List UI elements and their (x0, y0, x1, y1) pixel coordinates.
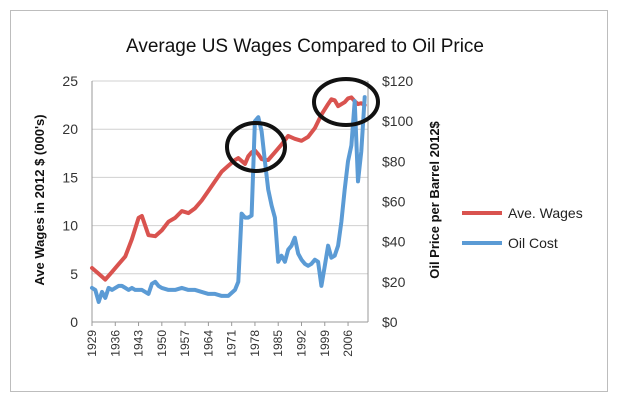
x-tick-label: 1950 (155, 330, 169, 357)
y2-axis-label: Oil Price per Barrel 2012$ (427, 120, 442, 278)
series-line-ave-wages (90, 95, 367, 282)
series-lines (90, 95, 367, 304)
legend: Ave. Wages Oil Cost (462, 205, 583, 251)
legend-item-ave-wages: Ave. Wages (462, 205, 583, 221)
y-tick-label: 20 (62, 121, 78, 137)
y-tick-label: 25 (62, 73, 78, 89)
x-tick-label: 2006 (341, 330, 355, 357)
legend-label: Ave. Wages (508, 205, 583, 221)
x-tick-label: 1964 (201, 330, 215, 357)
y-tick-label: 5 (70, 266, 78, 282)
x-tick-label: 1999 (318, 330, 332, 357)
y-tick-label: 15 (62, 169, 78, 185)
chart-frame (10, 10, 608, 392)
right-axis-ticks: $0 $20 $40 $60 $80 $100 $120 (382, 73, 413, 330)
x-tick-label: 1992 (294, 330, 308, 357)
y2-tick-label: $0 (382, 314, 398, 330)
y2-tick-label: $20 (382, 274, 406, 290)
legend-label: Oil Cost (508, 235, 558, 251)
x-axis-ticks: 1929 1936 1943 1950 1957 1964 1971 1978 1985 1992… (85, 322, 355, 357)
highlight-circle-2008 (312, 77, 380, 127)
x-tick-label: 1957 (178, 330, 192, 357)
left-axis-ticks: 0 5 10 15 20 25 (62, 73, 78, 330)
x-tick-label: 1929 (85, 330, 99, 357)
x-tick-label: 1971 (225, 330, 239, 357)
x-tick-label: 1943 (132, 330, 146, 357)
y-axis-label: Ave Wages in 2012 $ (000's) (32, 114, 47, 285)
highlight-circles (225, 77, 380, 173)
x-tick-label: 1936 (108, 330, 122, 357)
y-tick-label: 0 (70, 314, 78, 330)
x-tick-label: 1985 (271, 330, 285, 357)
y2-tick-label: $40 (382, 234, 406, 250)
legend-item-oil-cost: Oil Cost (462, 235, 558, 251)
axes (91, 81, 369, 323)
y2-tick-label: $60 (382, 194, 406, 210)
series-line-oil-cost (90, 95, 367, 304)
chart-title: Average US Wages Compared to Oil Price (126, 36, 484, 57)
y2-tick-label: $100 (382, 113, 413, 129)
y2-tick-label: $120 (382, 73, 413, 89)
highlight-circle-1979 (225, 121, 287, 173)
y-tick-label: 10 (62, 218, 78, 234)
y2-tick-label: $80 (382, 153, 406, 169)
x-tick-label: 1978 (248, 330, 262, 357)
